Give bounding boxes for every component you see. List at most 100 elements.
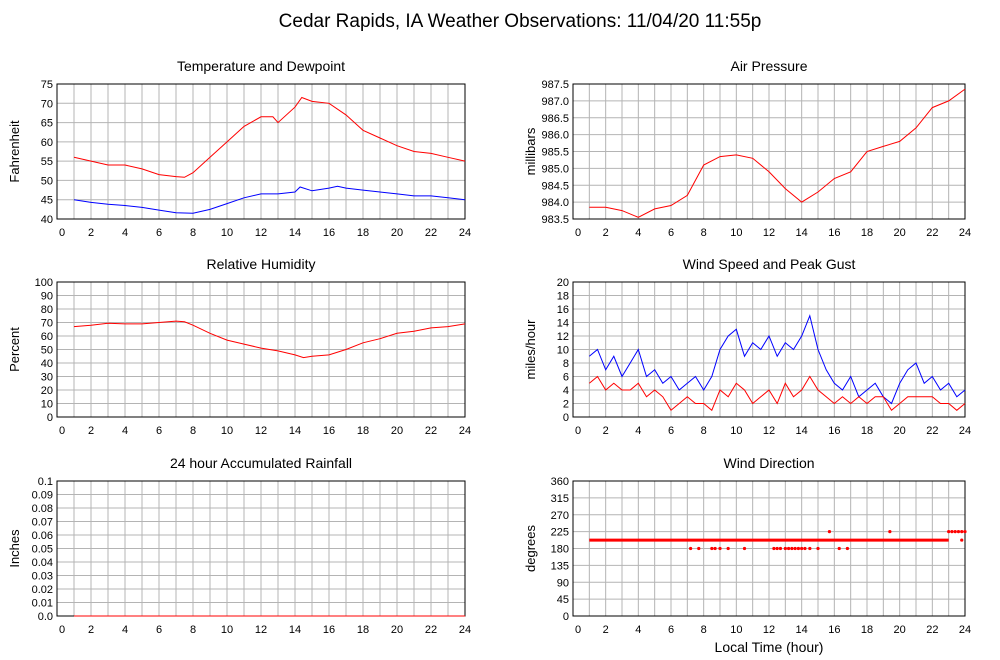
y-tick-label: 55 [41,156,53,168]
x-tick-label: 22 [926,624,938,636]
x-tick-label: 6 [156,624,162,636]
x-tick-label: 10 [730,425,742,437]
plot-frame [572,480,966,617]
x-tick-label: 12 [255,425,267,437]
x-tick-label: 8 [701,425,707,437]
y-axis-label: millibars [523,127,538,175]
x-tick-label: 12 [255,624,267,636]
y-tick-label: 984.0 [541,197,569,209]
y-tick-label: 986.0 [541,130,569,142]
panel-title: Wind Speed and Peak Gust [683,256,856,272]
y-tick-label: 0.06 [32,530,53,542]
y-tick-label: 16 [557,304,569,316]
y-tick-label: 0.05 [32,544,53,556]
x-tick-label: 16 [828,227,840,239]
x-tick-label: 4 [122,227,128,239]
direction-point [837,546,841,551]
y-tick-label: 0.01 [32,598,53,610]
plot-frame [572,83,966,220]
plot-frame [572,281,966,418]
x-tick-label: 18 [861,425,873,437]
x-tick-label: 16 [828,624,840,636]
y-tick-label: 8 [563,358,569,370]
panel-title: Temperature and Dewpoint [177,58,345,74]
x-tick-label: 24 [459,227,471,239]
direction-point [947,530,951,534]
x-tick-label: 20 [391,227,403,239]
panel-title: Relative Humidity [207,256,316,272]
x-tick-label: 16 [323,425,335,437]
y-tick-label: 40 [41,214,53,226]
direction-point [963,530,967,534]
y-tick-label: 0.03 [32,571,53,583]
x-tick-label: 24 [459,624,471,636]
y-tick-label: 225 [551,527,569,539]
y-tick-label: 180 [551,544,569,556]
x-tick-label: 12 [255,227,267,239]
y-axis-label: Fahrenheit [7,120,22,183]
plot-frame [56,281,466,418]
y-tick-label: 0.0 [38,611,53,623]
x-tick-label: 16 [828,425,840,437]
direction-point [960,538,964,542]
x-tick-label: 14 [796,624,808,636]
x-tick-label: 4 [122,425,128,437]
y-tick-label: 0.04 [32,557,53,569]
y-tick-label: 0.07 [32,517,53,529]
x-tick-label: 0 [575,624,581,636]
x-tick-label: 4 [635,624,641,636]
wind-series-line [588,375,966,412]
direction-point [960,530,964,534]
y-tick-label: 135 [551,560,569,572]
y-axis-label: degrees [523,525,538,572]
direction-point [718,546,722,551]
direction-point [796,546,801,551]
x-tick-label: 22 [926,227,938,239]
x-tick-label: 0 [59,227,65,239]
y-tick-label: 75 [41,79,53,91]
y-tick-label: 12 [557,331,569,343]
y-tick-label: 0.08 [32,503,53,515]
x-tick-label: 24 [959,624,971,636]
direction-point [808,546,812,551]
x-tick-label: 22 [425,227,437,239]
x-tick-label: 0 [59,425,65,437]
direction-point [742,546,747,551]
y-tick-label: 0 [563,611,569,623]
x-tick-label: 22 [425,624,437,636]
y-tick-label: 70 [41,98,53,110]
y-tick-label: 60 [41,331,53,343]
x-tick-label: 4 [122,624,128,636]
x-tick-label: 10 [730,624,742,636]
panel-title: Wind Direction [723,455,814,471]
x-tick-label: 22 [425,425,437,437]
x-tick-label: 10 [221,425,233,437]
x-tick-label: 16 [323,227,335,239]
y-tick-label: 90 [557,577,569,589]
y-tick-label: 315 [551,493,569,505]
direction-point [953,530,957,534]
y-axis-label: miles/hour [523,319,538,380]
direction-point [800,546,804,551]
x-tick-label: 4 [635,425,641,437]
panel-title: 24 hour Accumulated Rainfall [170,455,352,471]
y-tick-label: 10 [557,345,569,357]
x-tick-label: 6 [668,624,674,636]
x-tick-label: 14 [289,624,301,636]
x-tick-label: 24 [959,227,971,239]
x-tick-label: 14 [796,227,808,239]
y-tick-label: 50 [41,345,53,357]
y-tick-label: 45 [41,195,53,207]
x-tick-label: 14 [289,227,301,239]
x-tick-label: 2 [88,425,94,437]
direction-point [689,546,693,551]
wind-series-line [588,314,966,405]
direction-point [778,546,783,551]
y-tick-label: 100 [35,277,53,289]
direction-point [772,546,776,551]
